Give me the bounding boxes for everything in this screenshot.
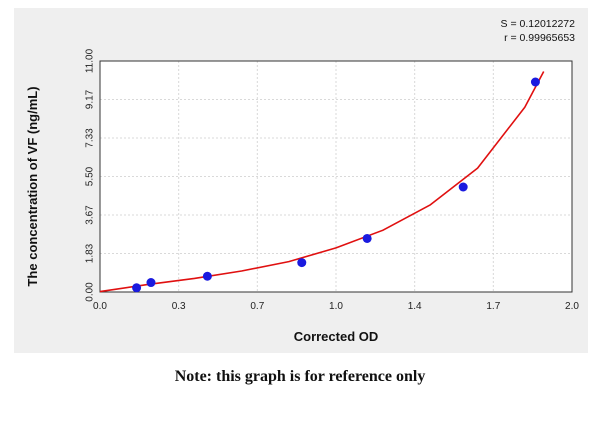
data-point [202,271,212,281]
stat-s-value: S = 0.12012272 [501,18,576,30]
stat-r-value: r = 0.99965653 [504,32,575,44]
data-point [297,258,307,268]
data-point [146,278,156,288]
x-tick-label: 0.7 [250,301,264,312]
data-point [458,182,468,192]
data-point [132,283,142,293]
data-point [362,233,372,243]
y-tick-label: 9.17 [85,89,96,109]
x-tick-label: 0.3 [172,301,186,312]
x-tick-label: 1.0 [329,301,343,312]
y-tick-label: 7.33 [85,128,96,148]
y-tick-label: 11.00 [85,48,96,73]
x-axis-title: Corrected OD [294,329,379,344]
x-tick-label: 1.7 [486,301,500,312]
y-tick-label: 5.50 [85,166,96,186]
y-tick-label: 1.83 [85,243,96,263]
y-tick-label: 0.00 [85,282,96,302]
reference-note: Note: this graph is for reference only [174,368,426,385]
x-tick-label: 0.0 [93,301,107,312]
x-tick-label: 1.4 [408,301,422,312]
fit-curve [99,71,545,293]
plot-frame [99,60,573,293]
x-tick-label: 2.0 [565,301,579,312]
data-point [530,77,540,87]
y-tick-label: 3.67 [85,205,96,225]
y-axis-title: The concentration of VF (ng/mL) [25,86,40,286]
